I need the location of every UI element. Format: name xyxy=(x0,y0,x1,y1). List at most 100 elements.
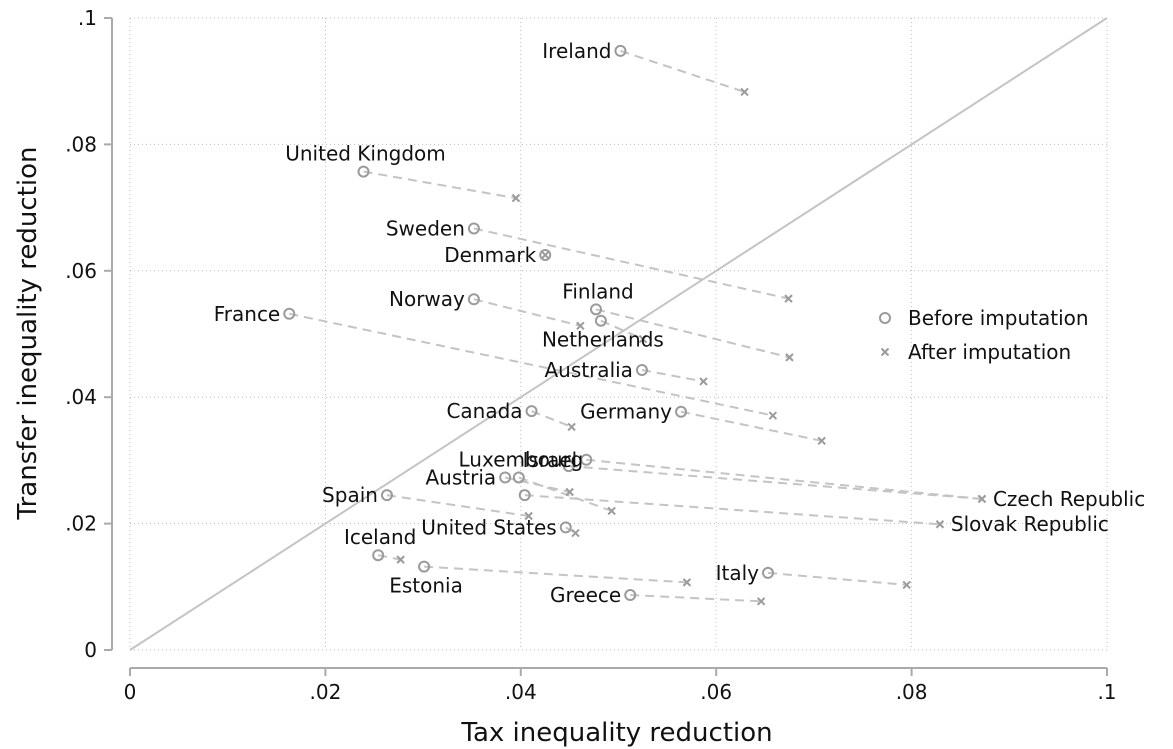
legend-label-before-imputation: Before imputation xyxy=(908,306,1089,330)
connector-netherlands xyxy=(600,319,644,340)
country-label-finland: Finland xyxy=(562,279,633,303)
country-label-germany: Germany xyxy=(580,400,672,424)
connector-norway xyxy=(473,298,581,327)
country-label-czech-republic: Czech Republic xyxy=(993,487,1145,511)
connector-estonia xyxy=(424,565,687,584)
marker-after-estonia xyxy=(682,578,692,587)
marker-before-united-states xyxy=(559,521,572,534)
connector-finland xyxy=(595,308,790,359)
country-label-iceland: Iceland xyxy=(344,525,416,549)
marker-before-israel xyxy=(580,453,593,466)
marker-before-canada xyxy=(525,405,538,418)
marker-after-australia xyxy=(699,377,708,386)
legend-marker-before-imputation xyxy=(879,312,891,324)
connector-canada xyxy=(531,410,572,428)
marker-before-ireland xyxy=(614,44,627,57)
diagonal-layer xyxy=(129,17,1108,651)
connector-united-kingdom xyxy=(363,170,517,200)
marker-before-norway xyxy=(467,293,480,306)
country-label-denmark: Denmark xyxy=(444,243,536,267)
legend-marker-after-imputation xyxy=(880,347,890,357)
x-tick-label-5: .1 xyxy=(1097,680,1116,704)
marker-after-netherlands xyxy=(638,334,648,344)
marker-after-italy xyxy=(902,580,911,590)
marker-after-slovak-republic xyxy=(935,520,945,529)
country-label-austria: Austria xyxy=(426,465,497,489)
country-label-norway: Norway xyxy=(389,287,465,311)
y-tick-label-4: .08 xyxy=(65,132,97,156)
connector-iceland xyxy=(377,554,401,561)
y-tick-label-5: .1 xyxy=(78,6,97,30)
connector-greece xyxy=(630,594,762,603)
marker-after-denmark xyxy=(541,250,550,260)
marker-after-france xyxy=(768,411,778,420)
y-tick-label-2: .04 xyxy=(65,385,97,409)
marker-after-austria xyxy=(565,487,574,497)
marker-after-finland xyxy=(785,353,794,362)
x-tick-label-4: .08 xyxy=(896,680,928,704)
marker-before-sweden xyxy=(467,222,480,235)
country-label-ireland: Ireland xyxy=(542,39,611,63)
marker-after-united-states xyxy=(571,528,580,538)
marker-before-greece xyxy=(624,589,637,602)
marker-before-spain xyxy=(380,489,393,502)
marker-before-iceland xyxy=(372,549,385,562)
x-tick-label-2: .04 xyxy=(505,680,537,704)
x-tick-label-0: 0 xyxy=(124,680,137,704)
connector-sweden xyxy=(473,227,789,300)
country-label-united-states: United States xyxy=(421,515,556,539)
country-label-spain: Spain xyxy=(322,483,378,507)
connector-ireland xyxy=(620,49,745,93)
connector-israel xyxy=(586,458,983,500)
connector-austria xyxy=(504,476,570,493)
marker-after-norway xyxy=(576,321,585,330)
marker-before-slovak-republic xyxy=(518,489,531,502)
connectors xyxy=(289,49,983,603)
country-label-canada: Canada xyxy=(446,399,522,423)
grid-layer xyxy=(129,17,1108,651)
marker-before-australia xyxy=(635,364,648,377)
country-labels: Ireland United Kingdom Sweden Denmark Norway… xyxy=(214,39,1145,607)
connector-slovak-republic xyxy=(524,494,941,526)
country-label-greece: Greece xyxy=(550,583,621,607)
axes: 0 .02 .04 .06 .08 .1 0 .02 .04 .06 .08 .1 xyxy=(65,6,1116,704)
y-axis-title: Transfer inequality reduction xyxy=(13,147,43,521)
marker-after-germany xyxy=(817,436,826,446)
y-tick-label-1: .02 xyxy=(65,512,97,536)
y-tick-label-3: .06 xyxy=(65,259,97,283)
marker-before-netherlands xyxy=(594,314,607,327)
legend-label-after-imputation: After imputation xyxy=(908,340,1071,364)
marker-before-luxembourg xyxy=(512,471,525,484)
country-label-israel: Israel xyxy=(523,448,578,472)
marker-before-austria xyxy=(499,471,512,484)
country-label-sweden: Sweden xyxy=(386,216,465,240)
legend: Before imputation After imputation xyxy=(879,306,1089,364)
marker-after-spain xyxy=(524,511,533,521)
country-label-slovak-republic: Slovak Republic xyxy=(951,512,1109,536)
country-label-italy: Italy xyxy=(716,561,760,585)
connector-spain xyxy=(386,494,529,518)
marker-after-ireland xyxy=(740,87,749,97)
marker-before-italy xyxy=(761,566,774,579)
marker-after-luxembourg xyxy=(607,506,616,516)
markers xyxy=(283,44,987,606)
connector-australia xyxy=(641,369,704,383)
y-tick-label-0: 0 xyxy=(84,638,97,662)
marker-before-finland xyxy=(590,303,603,316)
marker-before-czech-republic xyxy=(562,460,575,473)
country-label-united-kingdom: United Kingdom xyxy=(285,142,446,166)
connector-france xyxy=(289,312,774,417)
marker-before-united-kingdom xyxy=(357,165,370,178)
marker-after-sweden xyxy=(784,294,793,303)
country-label-estonia: Estonia xyxy=(389,574,463,598)
marker-after-canada xyxy=(567,422,576,432)
marker-before-denmark xyxy=(539,249,552,261)
marker-after-greece xyxy=(756,597,766,606)
diagonal-reference-line xyxy=(129,17,1108,651)
x-tick-label-1: .02 xyxy=(309,680,341,704)
x-tick-label-3: .06 xyxy=(700,680,732,704)
country-label-france: France xyxy=(214,302,281,326)
marker-after-united-kingdom xyxy=(511,193,521,203)
country-label-luxembourg: Luxembourg xyxy=(459,447,584,471)
